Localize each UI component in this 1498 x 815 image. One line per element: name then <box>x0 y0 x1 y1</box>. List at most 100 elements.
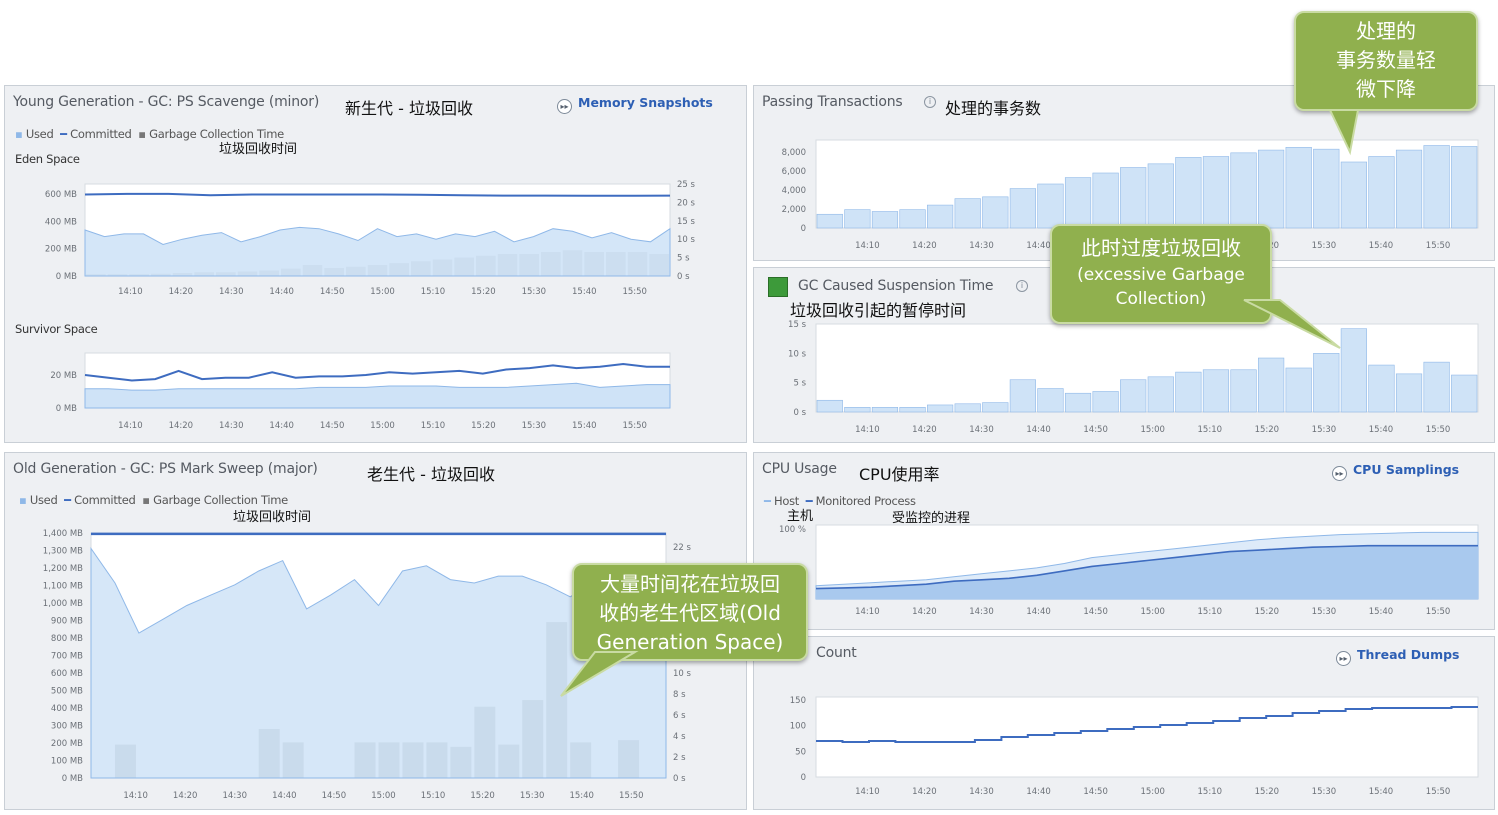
cpu-usage-title: CPU Usage <box>762 461 837 477</box>
info-icon[interactable]: i <box>924 96 936 108</box>
thread-dumps-label: Thread Dumps <box>1357 647 1460 662</box>
y-tick-label: 25 s <box>677 180 696 190</box>
x-tick-label: 14:30 <box>969 425 994 435</box>
y-tick-label: 0 MB <box>62 774 83 784</box>
x-tick-label: 14:40 <box>269 287 294 297</box>
survivor-space-label: Survivor Space <box>15 322 98 336</box>
mid-callout-en-2: Collection) <box>1115 289 1207 309</box>
x-tick-label: 15:10 <box>1198 607 1223 617</box>
old-generation-chart: 1,400 MB 1,300 MB 1,200 MB 1,100 MB 1,000 MB… <box>43 529 692 801</box>
y-tick-label: 20 MB <box>50 371 77 381</box>
x-tick-label: 14:20 <box>912 425 937 435</box>
process-line <box>815 544 1478 590</box>
x-tick-label: 15:50 <box>1426 787 1451 797</box>
plot-area <box>815 696 1479 778</box>
x-tick-label: 14:30 <box>969 607 994 617</box>
thread-dumps-link[interactable]: ▸▸ Thread Dumps <box>1336 647 1460 666</box>
x-tick-label: 15:50 <box>1426 607 1451 617</box>
old-gc-note: 垃圾回收时间 <box>233 510 312 525</box>
transaction-bar <box>1147 163 1174 229</box>
x-tick-label: 15:10 <box>421 287 446 297</box>
y2-tick-label: 6 s <box>673 711 686 721</box>
suspension-bar <box>1340 328 1367 413</box>
suspension-bar <box>1395 373 1423 413</box>
memory-snapshots-link[interactable]: ▸▸ Memory Snapshots <box>557 95 713 114</box>
y-tick-label: 500 MB <box>51 687 83 697</box>
suspension-bar <box>927 404 954 413</box>
passing-transactions-cn-title: 处理的事务数 <box>945 99 1042 118</box>
x-tick-label: 15:10 <box>1198 787 1223 797</box>
transaction-bar <box>1120 167 1147 229</box>
cpu-usage-cn-title: CPU使用率 <box>859 465 940 484</box>
top-callout-line-1: 处理的 <box>1356 19 1416 43</box>
legend-monitored-process: Monitored Process <box>815 494 916 508</box>
x-tick-label: 15:20 <box>1255 425 1280 435</box>
legend-committed: Committed <box>74 493 136 507</box>
suspension-bar <box>954 403 981 413</box>
young-generation-title: Young Generation - GC: PS Scavenge (mino… <box>13 94 320 110</box>
thread-count-chart: 150 100 50 0 14:10 14:20 14:30 14:40 14:50 15:00 1… <box>790 696 1479 797</box>
x-tick-label: 15:10 <box>1198 425 1223 435</box>
passing-transactions-panel: Passing Transactions i 处理的事务数 8,000 6,000… <box>753 85 1495 261</box>
gc-suspension-chart: 15 s 10 s 5 s 0 s 14:10 14:20 14:30 14:40 14:50 1… <box>788 320 1479 435</box>
transaction-bar <box>1258 149 1285 229</box>
transaction-bar <box>1313 148 1340 229</box>
transaction-bar <box>871 211 899 229</box>
y-tick-label: 1,100 MB <box>43 582 83 592</box>
x-tick-label: 14:50 <box>320 287 345 297</box>
mid-callout-cn: 此时过度垃圾回收 <box>1081 236 1241 260</box>
suspension-bar <box>1202 369 1230 413</box>
y-tick-label: 1,300 MB <box>43 547 83 557</box>
old-generation-panel: Old Generation - GC: PS Mark Sweep (majo… <box>4 452 747 810</box>
info-icon[interactable]: i <box>1016 280 1028 292</box>
y-tick-label: 600 MB <box>45 190 77 200</box>
y-tick-label: 5 s <box>793 379 806 389</box>
transaction-bar <box>954 198 981 229</box>
y-tick-label: 0 s <box>793 408 806 418</box>
transaction-bar <box>1064 177 1092 229</box>
x-tick-label: 15:40 <box>1369 425 1394 435</box>
y2-tick-label: 2 s <box>673 753 686 763</box>
x-tick-label: 15:30 <box>1312 607 1337 617</box>
young-generation-cn-title: 新生代 - 垃圾回收 <box>345 99 473 118</box>
x-tick-label: 14:10 <box>855 425 880 435</box>
transaction-bar <box>1092 172 1119 229</box>
suspension-bar <box>1313 353 1340 413</box>
used-area <box>84 382 671 409</box>
suspension-bar <box>844 407 871 413</box>
bottom-callout-line-2: 收的老生代区域(Old <box>599 601 781 625</box>
suspension-bar <box>1451 374 1478 413</box>
cpu-usage-header: CPU Usage CPU使用率 ▸▸ CPU Samplings <box>754 453 1494 484</box>
y-tick-label: 400 MB <box>45 217 77 227</box>
suspension-bar <box>899 407 926 413</box>
plot-area <box>815 139 1479 229</box>
y-tick-label: 8,000 <box>782 148 806 158</box>
young-gc-note: 垃圾回收时间 <box>219 142 298 157</box>
transaction-bar <box>1175 157 1202 229</box>
process-area <box>816 545 1478 599</box>
suspension-bar <box>816 399 843 413</box>
memory-snapshots-label: Memory Snapshots <box>578 95 713 110</box>
old-generation-cn-title: 老生代 - 垃圾回收 <box>367 465 495 484</box>
x-tick-label: 14:40 <box>1026 425 1051 435</box>
x-tick-label: 14:50 <box>320 421 345 431</box>
y-tick-label: 0 MB <box>56 404 77 414</box>
x-tick-label: 14:30 <box>969 241 994 251</box>
y-tick-label: 100 MB <box>51 757 83 767</box>
y-tick-label: 800 MB <box>51 634 83 644</box>
legend-gc-time: Garbage Collection Time <box>149 127 284 141</box>
plot-area <box>815 323 1479 413</box>
y-tick-label: 200 MB <box>51 739 83 749</box>
x-tick-label: 14:10 <box>118 287 143 297</box>
transaction-bar <box>1037 183 1064 229</box>
x-tick-label: 14:40 <box>1026 787 1051 797</box>
y-tick-label: 10 s <box>788 349 807 359</box>
x-tick-label: 15:50 <box>622 421 647 431</box>
x-tick-label: 15:30 <box>1312 787 1337 797</box>
cpu-samplings-link[interactable]: ▸▸ CPU Samplings <box>1332 462 1459 481</box>
suspension-bar <box>982 402 1009 413</box>
passing-transactions-chart: 8,000 6,000 4,000 2,000 0 14:10 14:20 14:30 14:4… <box>782 139 1479 251</box>
suspension-bar <box>871 407 899 413</box>
gc-status-square-icon <box>768 277 788 297</box>
x-tick-label: 14:40 <box>272 791 297 801</box>
